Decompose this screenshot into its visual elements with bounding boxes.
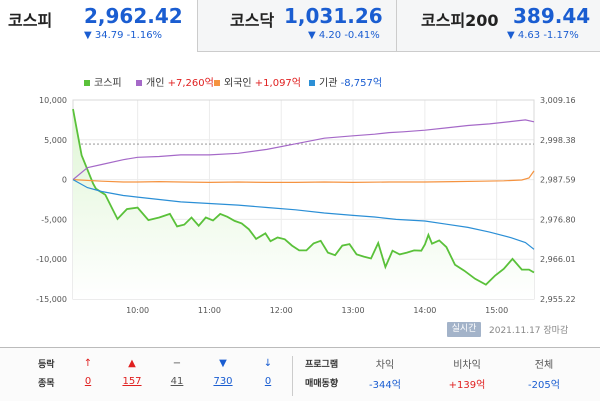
falling-arrow-icon: ▼: [219, 358, 227, 369]
series-line-외국인: [72, 170, 535, 184]
kospi-area-fill: [73, 109, 534, 299]
tab-kosdaq-name: 코스닥: [230, 11, 275, 30]
tab-kospi-name: 코스피: [8, 11, 53, 30]
lower-limit-arrow-icon: ↓: [263, 358, 273, 369]
legend-label: 코스피: [94, 77, 122, 89]
market-close-stamp: 2021.11.17 장마감: [489, 326, 569, 336]
tab-kospi[interactable]: 코스피 2,962.42 ▼ 34.79 -1.16%: [0, 0, 197, 52]
chart-legend: 코스피 개인 +7,260억 외국인 +1,097억 기관 -8,757억: [84, 77, 382, 89]
index-tabs: 코스피 2,962.42 ▼ 34.79 -1.16% 코스닥 1,031.26…: [0, 0, 600, 52]
tab-kospi200-value: 389.44: [513, 4, 591, 28]
breadth-label-2: 종목: [38, 379, 55, 389]
tab-kospi200-name: 코스피200: [421, 11, 499, 30]
series-line-코스피: [72, 108, 535, 286]
chart-plot-area: 10,000 5,000 0 -5,000 -10,000 -15,000 3,009.16…: [36, 96, 576, 315]
summary-divider: [292, 356, 293, 396]
x-tick-label: 14:00: [413, 306, 436, 315]
left-tick-label: 10,000: [39, 96, 67, 105]
program-label-2: 매매동향: [305, 379, 339, 389]
left-tick-label: 5,000: [44, 136, 67, 145]
tab-kospi200[interactable]: 코스피200 389.44 ▼ 4.63 -1.17%: [396, 0, 600, 52]
realtime-button[interactable]: 실시간: [447, 322, 481, 337]
tab-kosdaq[interactable]: 코스닥 1,031.26 ▼ 4.20 -0.41%: [197, 0, 396, 52]
left-tick-label: -15,000: [36, 295, 67, 304]
right-tick-label: 3,009.16: [540, 96, 576, 105]
legend-label: 외국인 +1,097억: [224, 77, 301, 89]
total-header: 전체: [534, 360, 554, 371]
breadth-label-1: 등락: [38, 360, 55, 370]
tab-kosdaq-change: ▼ 4.20 -0.41%: [308, 30, 380, 41]
falling-count[interactable]: 730: [213, 376, 233, 387]
legend-swatch: [309, 80, 315, 86]
left-tick-label: -5,000: [41, 215, 67, 224]
non-arbitrage-header: 비차익: [453, 360, 481, 371]
upper-limit-count[interactable]: 0: [84, 376, 92, 387]
right-tick-label: 2,955.22: [540, 295, 576, 304]
arbitrage-header: 차익: [375, 360, 395, 371]
upper-limit-arrow-icon: ↑: [83, 358, 93, 369]
unchanged-count[interactable]: 41: [170, 376, 184, 387]
arbitrage-value: -344억: [369, 380, 401, 391]
tab-kospi200-change: ▼ 4.63 -1.17%: [507, 30, 579, 41]
x-tick-label: 11:00: [198, 306, 221, 315]
legend-swatch: [214, 80, 220, 86]
tab-kosdaq-value: 1,031.26: [284, 4, 383, 28]
right-tick-label: 2,976.80: [540, 215, 576, 224]
series-line-개인: [72, 119, 535, 181]
tab-kospi-change: ▼ 34.79 -1.16%: [84, 30, 163, 41]
tab-kospi-value: 2,962.42: [84, 4, 183, 28]
right-tick-label: 2,966.01: [540, 255, 576, 264]
lower-limit-count[interactable]: 0: [264, 376, 272, 387]
left-tick-label: 0: [62, 176, 67, 185]
rising-count[interactable]: 157: [122, 376, 142, 387]
program-label-1: 프로그램: [305, 360, 339, 370]
legend-label: 기관 -8,757억: [319, 77, 382, 89]
legend-label: 개인 +7,260억: [146, 77, 214, 89]
x-tick-label: 13:00: [342, 306, 365, 315]
rising-arrow-icon: ▲: [128, 358, 136, 369]
market-summary-bar: 등락 종목 ↑ 0 ▲ 157 − 41 ▼ 730 ↓ 0 프로그램 매매동향…: [0, 347, 600, 401]
intraday-chart: 코스피 개인 +7,260억 외국인 +1,097억 기관 -8,757억 10,00…: [36, 77, 576, 315]
legend-swatch: [136, 80, 142, 86]
legend-swatch: [84, 80, 90, 86]
left-tick-label: -10,000: [36, 255, 67, 264]
x-tick-label: 12:00: [270, 306, 293, 315]
unchanged-dash-icon: −: [172, 358, 182, 369]
right-tick-label: 2,998.38: [540, 136, 576, 145]
right-tick-label: 2,987.59: [540, 176, 576, 185]
x-tick-label: 10:00: [126, 306, 149, 315]
total-value: -205억: [528, 380, 560, 391]
x-tick-label: 15:00: [485, 306, 508, 315]
non-arbitrage-value: +139억: [448, 380, 486, 391]
series-line-기관: [72, 179, 535, 250]
